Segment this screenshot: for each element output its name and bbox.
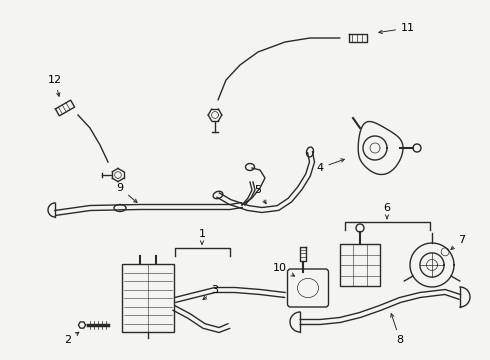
Bar xyxy=(340,244,380,286)
Text: 4: 4 xyxy=(317,159,344,173)
Text: 10: 10 xyxy=(273,263,294,276)
Text: 8: 8 xyxy=(391,314,404,345)
Text: 12: 12 xyxy=(48,75,62,96)
Text: 6: 6 xyxy=(384,203,391,219)
Bar xyxy=(122,264,174,332)
Text: 5: 5 xyxy=(254,185,266,204)
Text: 9: 9 xyxy=(117,183,137,202)
Text: 7: 7 xyxy=(451,235,465,249)
Text: 1: 1 xyxy=(198,229,205,245)
Text: 2: 2 xyxy=(65,332,79,345)
Text: 11: 11 xyxy=(379,23,415,33)
Text: 3: 3 xyxy=(203,285,219,300)
